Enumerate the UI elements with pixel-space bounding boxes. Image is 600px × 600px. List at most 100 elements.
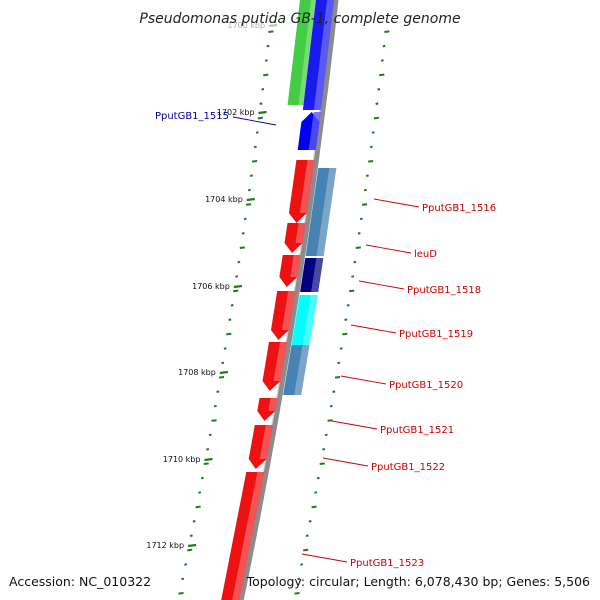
gene-label-text[interactable]: PputGB1_1516 <box>422 203 496 214</box>
scale-tick-label: 1700 kbp <box>227 21 265 30</box>
left-ring-dot <box>259 102 263 105</box>
scale-tick-label: 1704 kbp <box>205 195 243 204</box>
left-ring-dot <box>235 275 239 278</box>
right-ring-dot <box>377 88 381 91</box>
left-ring-dot <box>228 318 232 321</box>
gene-feature <box>302 0 334 110</box>
right-ring-dot <box>339 347 343 350</box>
gene-label[interactable]: PputGB1_1515 <box>155 111 277 126</box>
scale-tick-label: 1710 kbp <box>163 455 201 464</box>
gene-label[interactable]: PputGB1_1520 <box>340 375 463 391</box>
gene-feature <box>257 398 278 421</box>
gene-label[interactable]: PputGB1_1519 <box>350 324 473 340</box>
gene-label-text[interactable]: PputGB1_1518 <box>407 285 481 296</box>
left-ring-dot <box>245 203 252 206</box>
right-ring-dot <box>327 419 333 422</box>
left-ring-dot <box>226 332 232 336</box>
right-ring-dot <box>311 505 317 509</box>
left-ring-dot <box>211 419 217 422</box>
gene-label[interactable]: PputGB1_1518 <box>358 280 481 296</box>
left-ring-dot <box>192 520 196 523</box>
right-ring-dot <box>379 73 385 77</box>
left-ring-dot <box>263 73 269 77</box>
gene-feature <box>300 258 324 292</box>
tick-dots-layer <box>178 30 390 595</box>
right-ring-dot <box>300 563 304 566</box>
scale-tick-label: 1702 kbp <box>217 108 255 117</box>
right-ring-dot <box>361 203 368 206</box>
right-ring-dot <box>359 217 363 221</box>
right-ring-dot <box>349 289 355 293</box>
left-ring-dot <box>216 390 220 393</box>
scale-tick: 1706 kbp <box>192 282 242 291</box>
gene-label-text[interactable]: PputGB1_1522 <box>371 462 445 473</box>
left-ring-dot <box>218 376 225 379</box>
right-ring-dot <box>365 174 369 177</box>
gene-feature <box>283 345 310 395</box>
left-ring-dot <box>243 217 247 221</box>
right-ring-dot <box>342 332 348 336</box>
gene-label[interactable]: leuD <box>365 244 437 260</box>
gene-feature <box>262 342 287 391</box>
gene-label[interactable]: PputGB1_1516 <box>373 198 496 214</box>
right-ring-dot <box>382 44 386 48</box>
left-ring-dot <box>206 448 210 451</box>
left-ring-dot <box>203 462 209 465</box>
right-ring-dot <box>369 145 373 149</box>
gene-label[interactable]: PputGB1_1523 <box>301 553 424 569</box>
left-ring-dot <box>198 491 202 494</box>
left-ring-dot <box>239 246 245 249</box>
left-ring-dot <box>261 88 265 91</box>
left-ring-dot <box>266 44 270 48</box>
gene-feature <box>297 112 321 150</box>
gene-label-text[interactable]: PputGB1_1523 <box>350 558 424 569</box>
left-ring-dot <box>249 174 253 177</box>
right-ring-dot <box>329 404 333 408</box>
gene-feature <box>291 295 318 345</box>
gene-feature <box>271 291 296 340</box>
gene-label[interactable]: PputGB1_1521 <box>331 420 454 436</box>
gene-feature <box>248 425 273 469</box>
gene-label-text[interactable]: PputGB1_1519 <box>399 329 473 340</box>
left-ring-dot <box>230 304 234 307</box>
right-ring-dot <box>384 30 390 33</box>
left-ring-dot <box>189 534 193 537</box>
left-ring-dot <box>252 160 258 163</box>
left-ring-dot <box>181 577 185 581</box>
right-ring-dot <box>337 361 341 365</box>
scale-tick-label: 1706 kbp <box>192 282 230 291</box>
right-ring-dot <box>324 433 328 437</box>
right-ring-dot <box>322 448 326 451</box>
gene-label-text[interactable]: PputGB1_1520 <box>389 380 463 391</box>
left-ring-dot <box>184 563 188 566</box>
left-ring-dot <box>241 232 245 235</box>
right-ring-dot <box>368 160 374 163</box>
right-ring-dot <box>355 246 361 249</box>
left-ring-dot <box>223 347 227 350</box>
gene-label[interactable]: PputGB1_1522 <box>322 457 445 473</box>
right-ring-dot <box>375 102 379 105</box>
left-ring-dot <box>255 131 259 134</box>
right-ring-dot <box>316 476 320 480</box>
right-ring-dot <box>380 59 384 62</box>
scale-tick-label: 1712 kbp <box>146 541 184 550</box>
gene-label-text[interactable]: PputGB1_1515 <box>155 111 229 122</box>
scale-tick-label: 1708 kbp <box>178 368 216 377</box>
left-ring-dot <box>195 505 201 509</box>
right-ring-dot <box>297 577 301 581</box>
left-ring-dot <box>213 404 217 408</box>
gene-label-text[interactable]: PputGB1_1521 <box>380 425 454 436</box>
gene-label-text[interactable]: leuD <box>414 249 437 260</box>
gene-feature <box>305 168 337 256</box>
right-ring-dot <box>303 548 309 552</box>
right-ring-dot <box>314 491 318 494</box>
scale-tick: 1704 kbp <box>205 195 255 204</box>
left-ring-dot <box>208 433 212 437</box>
gene-feature <box>279 255 301 287</box>
right-ring-dot <box>319 462 325 465</box>
map-title: Pseudomonas putida GB-1, complete genome <box>139 11 460 27</box>
right-ring-dot <box>363 188 367 192</box>
backbone-line <box>238 0 339 600</box>
left-ring-dot <box>264 59 268 62</box>
